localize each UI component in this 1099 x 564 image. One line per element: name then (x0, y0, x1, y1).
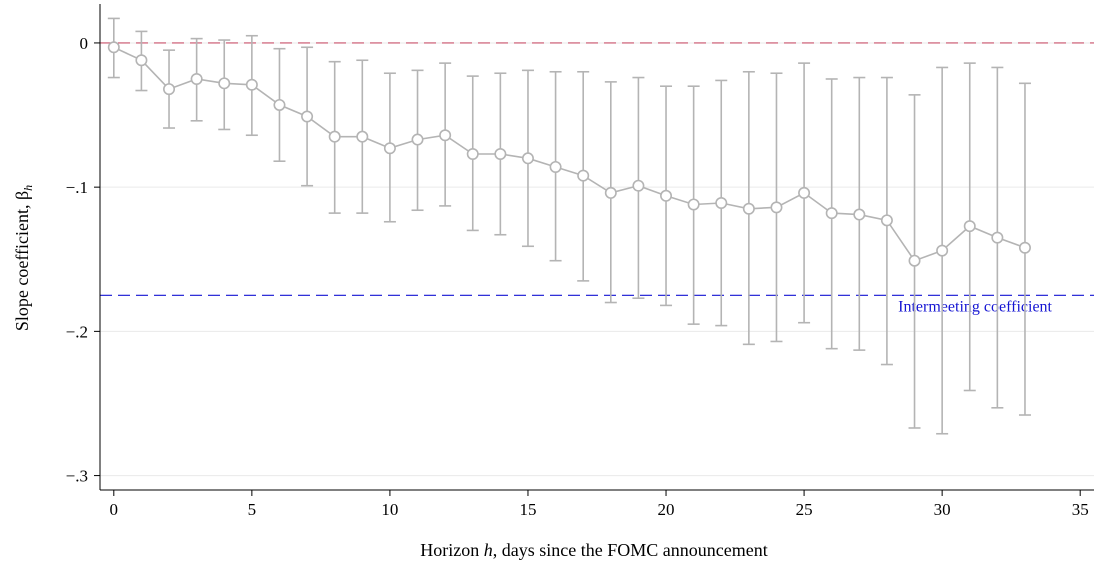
axes: 0 −.1 −.2 −.3 0 5 10 15 20 25 30 35 (66, 4, 1094, 519)
data-point (880, 214, 893, 227)
data-point (301, 110, 314, 123)
x-tick-label: 30 (934, 500, 951, 519)
data-point (1018, 241, 1031, 254)
data-point (163, 83, 176, 96)
data-point (273, 98, 286, 111)
series-line (113, 46, 1026, 262)
x-axis-label: Horizon h, days since the FOMC announcem… (420, 540, 767, 560)
x-tick-label: 15 (519, 500, 536, 519)
data-point (466, 147, 479, 160)
data-point (908, 254, 921, 267)
x-tick-label: 20 (658, 500, 675, 519)
data-point (549, 160, 562, 173)
y-axis-label: Slope coefficient, βh (12, 185, 35, 331)
data-point (991, 231, 1004, 244)
data-point (770, 201, 783, 214)
data-point (356, 130, 369, 143)
data-point (604, 186, 617, 199)
data-point (383, 142, 396, 155)
data-point (107, 41, 120, 54)
confidence-intervals (107, 17, 1031, 435)
data-point (936, 244, 949, 257)
data-point (687, 198, 700, 211)
data-point (494, 147, 507, 160)
data-point (715, 197, 728, 210)
data-point (798, 186, 811, 199)
data-point (825, 207, 838, 220)
data-point (853, 208, 866, 221)
data-point (190, 72, 203, 85)
data-point (245, 78, 258, 91)
data-point (660, 189, 673, 202)
data-point (632, 179, 645, 192)
data-point (963, 220, 976, 233)
data-point (439, 129, 452, 142)
x-tick-label: 35 (1072, 500, 1089, 519)
y-tick-label: 0 (80, 34, 89, 53)
grid-lines (100, 42, 1094, 477)
x-tick-label: 5 (248, 500, 257, 519)
series (107, 41, 1031, 267)
y-tick-label: −.1 (66, 178, 88, 197)
data-point (521, 152, 534, 165)
x-tick-label: 0 (110, 500, 119, 519)
reference-line-label: Intermeeting coefficient (898, 298, 1052, 315)
reference-lines: Intermeeting coefficient (100, 42, 1094, 315)
x-tick-label: 25 (796, 500, 813, 519)
x-tick-label: 10 (381, 500, 398, 519)
y-tick-label: −.3 (66, 467, 88, 486)
data-point (411, 133, 424, 146)
data-point (135, 54, 148, 67)
data-point (328, 130, 341, 143)
y-tick-label: −.2 (66, 322, 88, 341)
data-point (742, 202, 755, 215)
data-point (218, 77, 231, 90)
data-point (577, 169, 590, 182)
